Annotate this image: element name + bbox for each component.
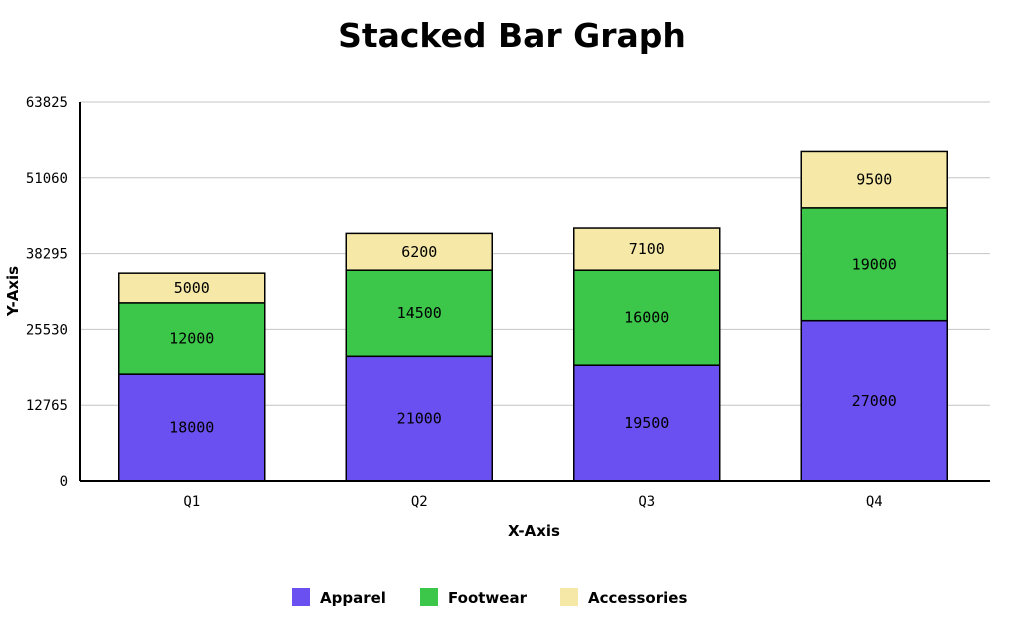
bar-value-label: 9500	[856, 171, 892, 189]
bar-value-label: 18000	[169, 419, 214, 437]
bar-value-label: 14500	[397, 304, 442, 322]
x-axis-ticks: Q1 Q2 Q3 Q4	[183, 494, 882, 510]
y-tick-label: 63825	[26, 95, 68, 111]
bar-segment-apparel	[573, 364, 721, 482]
bar-segment-footwear	[118, 302, 266, 375]
x-tick-label: Q2	[411, 494, 428, 510]
bar-value-label: 7100	[629, 240, 665, 258]
bar-value-label: 27000	[852, 392, 897, 410]
y-tick-label: 38295	[26, 247, 68, 263]
y-tick-label: 0	[60, 474, 68, 490]
bar-value-label: 21000	[397, 410, 442, 428]
legend: Apparel Footwear Accessories	[292, 588, 687, 607]
bar-value-label: 19500	[624, 414, 669, 432]
y-tick-label: 12765	[26, 398, 68, 414]
legend-label-accessories: Accessories	[588, 589, 687, 607]
y-axis-ticks: 0 12765 25530 38295 51060 63825	[26, 95, 68, 490]
chart-title: Stacked Bar Graph	[338, 16, 686, 55]
x-tick-label: Q1	[183, 494, 200, 510]
bar-segment-footwear	[573, 269, 721, 366]
y-axis-label: Y-Axis	[4, 266, 22, 317]
y-tick-label: 51060	[26, 171, 68, 187]
bar-segment-accessories	[345, 232, 493, 271]
bar-value-label: 5000	[174, 279, 210, 297]
bar-value-label: 6200	[401, 243, 437, 261]
bar-segment-footwear	[800, 207, 948, 322]
bar-segment-accessories	[800, 150, 948, 209]
legend-swatch-apparel	[292, 588, 310, 606]
legend-label-footwear: Footwear	[448, 589, 528, 607]
bar-value-label: 19000	[852, 255, 897, 273]
x-tick-label: Q4	[866, 494, 883, 510]
bars: 18000 12000 5000 21000 14500 6200 19500 16000 71…	[118, 150, 948, 482]
bar-segment-accessories	[118, 272, 266, 304]
legend-swatch-footwear	[420, 588, 438, 606]
bar-value-label: 12000	[169, 329, 214, 347]
bar-segment-apparel	[118, 373, 266, 482]
y-tick-label: 25530	[26, 322, 68, 338]
legend-swatch-accessories	[560, 588, 578, 606]
bar-segment-accessories	[573, 227, 721, 271]
bar-value-label: 16000	[624, 309, 669, 327]
bar-segment-apparel	[800, 319, 948, 482]
x-axis-label: X-Axis	[508, 522, 560, 540]
x-tick-label: Q3	[638, 494, 655, 510]
legend-label-apparel: Apparel	[320, 589, 386, 607]
